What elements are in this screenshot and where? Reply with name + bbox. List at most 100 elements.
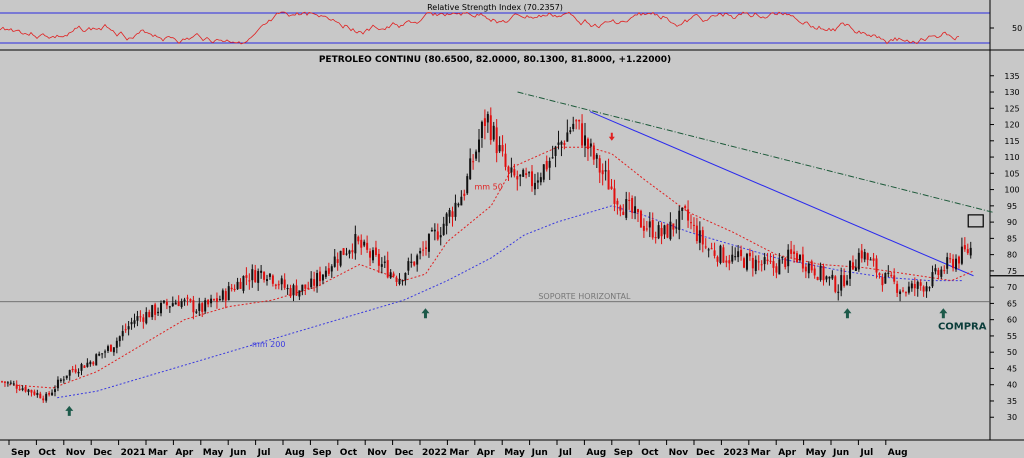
candle-body (395, 277, 398, 282)
candle-body (887, 272, 890, 274)
candle-body (248, 280, 251, 282)
x-tick-label: 2021 (121, 448, 146, 458)
candle-body (472, 161, 475, 163)
trendline (517, 91, 994, 213)
x-tick-label: Nov (367, 448, 387, 458)
candle-body (745, 253, 748, 270)
candle-body (427, 234, 430, 252)
candle-body (457, 203, 460, 206)
candle-body (136, 316, 139, 321)
candle-body (15, 384, 18, 389)
x-tick-label: Oct (641, 448, 659, 458)
rsi-line (0, 11, 960, 45)
candle-body (189, 298, 192, 302)
candle-body (218, 299, 221, 301)
candle-body (416, 255, 419, 265)
candle-body (480, 121, 483, 138)
y-tick-label: 65 (1007, 299, 1017, 308)
candle-body (419, 250, 422, 254)
candle-body (154, 304, 157, 315)
candle-body (310, 278, 313, 288)
candle-body (492, 125, 495, 140)
x-tick-label: Jul (257, 448, 271, 458)
candle-body (207, 299, 210, 305)
candle-body (463, 193, 466, 196)
candle-body (722, 247, 725, 263)
candle-body (863, 252, 866, 260)
candle-body (925, 286, 928, 292)
candle-body (68, 370, 71, 376)
x-tick-label: Oct (340, 448, 358, 458)
candle-body (86, 362, 89, 367)
candle-body (913, 283, 916, 289)
candle-body (810, 261, 813, 271)
candle-body (18, 388, 21, 391)
x-tick-label: Dec (395, 448, 414, 458)
candle-body (221, 290, 224, 300)
candle-body (566, 132, 569, 142)
y-tick-label: 110 (1004, 153, 1019, 162)
x-tick-label: Jul (558, 448, 572, 458)
candle-body (115, 340, 118, 348)
candle-body (65, 375, 68, 379)
candle-body (6, 382, 9, 384)
candle-body (239, 281, 242, 289)
candle-body (645, 228, 648, 230)
candle-body (669, 221, 672, 240)
candle-body (854, 267, 857, 271)
candle-body (698, 230, 701, 243)
candle-body (357, 236, 360, 242)
candle-body (860, 250, 863, 259)
candle-body (380, 264, 383, 267)
candle-body (943, 270, 946, 272)
candle-body (737, 251, 740, 258)
candle-body (109, 344, 112, 352)
candle-body (45, 393, 48, 401)
annotation-label: COMPRA (938, 321, 987, 332)
x-tick-label: Aug (285, 448, 305, 458)
candle-body (183, 299, 186, 302)
candle-body (224, 291, 227, 301)
candle-body (787, 249, 790, 267)
candle-body (872, 258, 875, 261)
candle-body (95, 354, 98, 366)
candle-body (710, 248, 713, 250)
candle-body (445, 213, 448, 226)
candle-body (957, 256, 960, 264)
candle-body (157, 311, 160, 314)
candle-body (775, 266, 778, 273)
candle-body (422, 249, 425, 251)
rsi-panel: Relative Strength Index (70.2357) 50 (0, 0, 1024, 51)
candle-body (162, 300, 165, 303)
candle-body (666, 224, 669, 238)
y-tick-label: 60 (1007, 316, 1017, 325)
candle-body (781, 256, 784, 259)
annotations: COMPRA (938, 214, 987, 332)
candle-body (51, 392, 54, 396)
candle-body (92, 362, 95, 365)
x-tick-label: Jun (832, 448, 849, 458)
candle-body (215, 298, 218, 302)
candle-body (778, 259, 781, 275)
candle-body (831, 274, 834, 279)
candle-body (551, 157, 554, 159)
up-arrow-icon (843, 308, 852, 319)
candle-body (354, 234, 357, 254)
candle-body (495, 127, 498, 154)
x-tick-label: Apr (477, 448, 495, 458)
candle-body (616, 200, 619, 205)
candle-body (796, 253, 799, 263)
y-tick-label: 55 (1007, 332, 1017, 341)
moving-averages: mm 200 mm 50 (8, 146, 974, 399)
candle-body (174, 302, 177, 305)
trendline (589, 111, 974, 277)
candle-body (245, 275, 248, 278)
candle-body (840, 275, 843, 291)
y-tick-label: 70 (1007, 283, 1017, 292)
x-tick-label: 2022 (422, 448, 447, 458)
candle-body (292, 285, 295, 296)
candle-body (890, 275, 893, 277)
candle-body (952, 258, 955, 269)
candle-body (466, 176, 469, 194)
candle-body (828, 276, 831, 279)
